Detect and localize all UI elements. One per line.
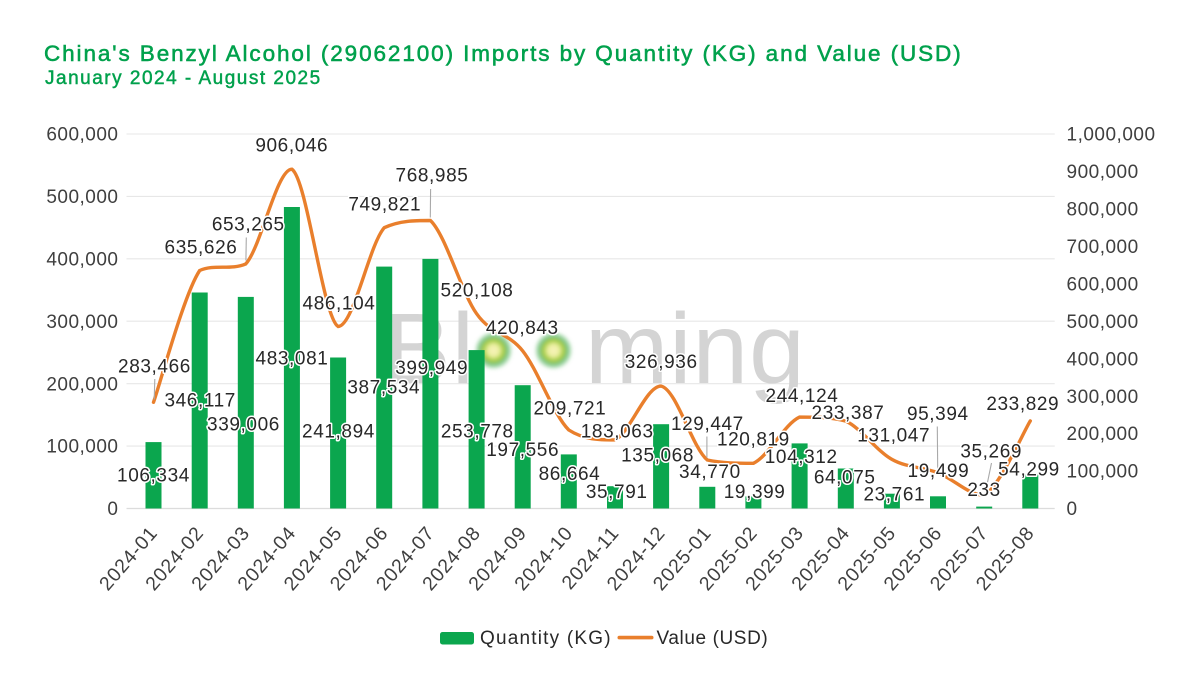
svg-text:400,000: 400,000 bbox=[1067, 349, 1139, 370]
svg-text:64,075: 64,075 bbox=[814, 468, 876, 489]
svg-text:100,000: 100,000 bbox=[1067, 462, 1139, 483]
svg-text:768,985: 768,985 bbox=[396, 166, 469, 187]
svg-text:653,265: 653,265 bbox=[212, 215, 285, 236]
svg-text:131,047: 131,047 bbox=[857, 426, 930, 447]
svg-text:244,124: 244,124 bbox=[766, 386, 839, 407]
svg-text:35,791: 35,791 bbox=[586, 482, 648, 503]
svg-text:241,894: 241,894 bbox=[302, 422, 375, 443]
svg-text:19,399: 19,399 bbox=[724, 482, 786, 503]
svg-text:326,936: 326,936 bbox=[625, 352, 698, 373]
svg-text:906,046: 906,046 bbox=[255, 135, 328, 156]
svg-text:197,556: 197,556 bbox=[486, 440, 559, 461]
svg-text:233,829: 233,829 bbox=[986, 394, 1059, 415]
svg-text:200,000: 200,000 bbox=[46, 374, 118, 395]
svg-text:500,000: 500,000 bbox=[46, 187, 118, 208]
svg-text:635,626: 635,626 bbox=[165, 237, 238, 258]
svg-text:54,299: 54,299 bbox=[998, 460, 1060, 481]
svg-text:500,000: 500,000 bbox=[1067, 312, 1139, 333]
svg-text:233: 233 bbox=[967, 480, 1001, 501]
svg-text:129,447: 129,447 bbox=[671, 414, 744, 435]
svg-text:253,778: 253,778 bbox=[441, 421, 514, 442]
svg-text:January 2024 - August 2025: January 2024 - August 2025 bbox=[45, 68, 322, 89]
svg-text:700,000: 700,000 bbox=[1067, 237, 1139, 258]
svg-text:749,821: 749,821 bbox=[348, 194, 421, 215]
svg-text:23,761: 23,761 bbox=[863, 485, 925, 506]
svg-text:183,063: 183,063 bbox=[581, 422, 654, 443]
svg-text:106,334: 106,334 bbox=[117, 466, 190, 487]
svg-text:300,000: 300,000 bbox=[46, 312, 118, 333]
svg-text:483,081: 483,081 bbox=[256, 349, 329, 370]
svg-text:34,770: 34,770 bbox=[679, 462, 741, 483]
svg-text:520,108: 520,108 bbox=[441, 281, 514, 302]
svg-text:Value (USD): Value (USD) bbox=[657, 628, 769, 649]
svg-text:0: 0 bbox=[107, 499, 118, 520]
svg-text:400,000: 400,000 bbox=[46, 249, 118, 270]
svg-text:283,466: 283,466 bbox=[118, 357, 191, 378]
svg-text:420,843: 420,843 bbox=[486, 318, 559, 339]
svg-text:135,068: 135,068 bbox=[621, 446, 694, 467]
svg-text:346,117: 346,117 bbox=[164, 391, 235, 412]
svg-text:600,000: 600,000 bbox=[1067, 274, 1139, 295]
svg-text:387,534: 387,534 bbox=[347, 378, 420, 399]
svg-text:ming: ming bbox=[585, 293, 806, 405]
svg-text:86,664: 86,664 bbox=[539, 464, 601, 485]
svg-text:104,312: 104,312 bbox=[765, 447, 838, 468]
svg-text:100,000: 100,000 bbox=[46, 437, 118, 458]
svg-text:399,949: 399,949 bbox=[395, 358, 468, 379]
svg-text:200,000: 200,000 bbox=[1067, 424, 1139, 445]
svg-text:35,269: 35,269 bbox=[960, 441, 1022, 462]
svg-text:China's Benzyl Alcohol (290621: China's Benzyl Alcohol (29062100) Import… bbox=[44, 41, 963, 66]
svg-text:Quantity (KG): Quantity (KG) bbox=[480, 628, 612, 649]
svg-text:300,000: 300,000 bbox=[1067, 387, 1139, 408]
svg-text:19,499: 19,499 bbox=[908, 461, 970, 482]
svg-text:339,006: 339,006 bbox=[207, 415, 280, 436]
svg-text:486,104: 486,104 bbox=[303, 294, 376, 315]
svg-text:0: 0 bbox=[1067, 499, 1078, 520]
svg-text:900,000: 900,000 bbox=[1067, 162, 1139, 183]
svg-text:95,394: 95,394 bbox=[907, 404, 969, 425]
svg-text:209,721: 209,721 bbox=[533, 399, 606, 420]
svg-text:600,000: 600,000 bbox=[46, 125, 118, 146]
svg-text:233,387: 233,387 bbox=[812, 403, 885, 424]
svg-text:120,819: 120,819 bbox=[717, 429, 790, 450]
svg-text:1,000,000: 1,000,000 bbox=[1067, 125, 1156, 146]
svg-text:800,000: 800,000 bbox=[1067, 200, 1139, 221]
